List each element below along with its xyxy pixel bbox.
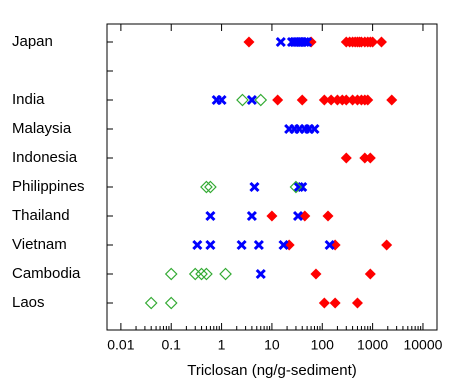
point [340,94,352,106]
point [219,267,232,281]
y-tick-label: Japan [12,33,53,50]
y-tick-label: Indonesia [12,149,78,166]
point [205,239,216,251]
point [266,210,278,222]
point [381,239,393,251]
y-tick-label: Cambodia [12,265,81,282]
point [292,210,304,222]
point [164,267,178,281]
point [249,181,260,193]
point [216,94,227,106]
point [246,94,257,106]
point [375,36,387,48]
point [302,36,313,48]
x-tick-label: 0.01 [107,337,134,353]
y-tick-label: Laos [12,294,45,311]
x-tick-label: 1 [218,337,226,353]
point [351,297,363,309]
point [325,94,337,106]
point [275,36,286,48]
x-tick-label: 10000 [403,337,442,353]
point [144,296,158,310]
point [322,210,334,222]
x-tick-label: 0.1 [161,337,181,353]
y-tick-label: Philippines [12,178,85,195]
point [367,36,379,48]
point [318,94,330,106]
point [329,297,341,309]
point [188,267,202,281]
point [255,268,266,280]
x-axis-label: Triclosan (ng/g-sediment) [187,362,357,379]
point [299,36,310,48]
point [164,296,178,310]
point [243,36,255,48]
point [236,239,247,251]
point [272,94,284,106]
point [205,210,216,222]
point [289,180,303,194]
point [246,210,257,222]
point [309,123,320,135]
x-tick-label: 1000 [357,337,388,353]
point [195,267,208,281]
point [200,267,213,281]
plot-frame [106,23,438,331]
y-tick-label: Vietnam [12,236,67,253]
point [204,180,217,194]
y-tick-label: India [12,91,45,108]
y-tick-label: Malaysia [12,120,72,137]
x-tick-label: 10 [264,337,280,353]
x-tick-label: 100 [311,337,335,353]
point [386,94,398,106]
point [340,152,352,164]
point [296,94,308,106]
point [200,180,213,194]
point [310,268,322,280]
point [324,239,335,251]
y-tick-label: Thailand [12,207,70,224]
point [364,268,376,280]
point [192,239,203,251]
point [254,93,268,107]
point [364,152,376,164]
point [253,239,264,251]
point [362,94,374,106]
point [236,93,249,107]
point [278,239,289,251]
point [318,297,330,309]
